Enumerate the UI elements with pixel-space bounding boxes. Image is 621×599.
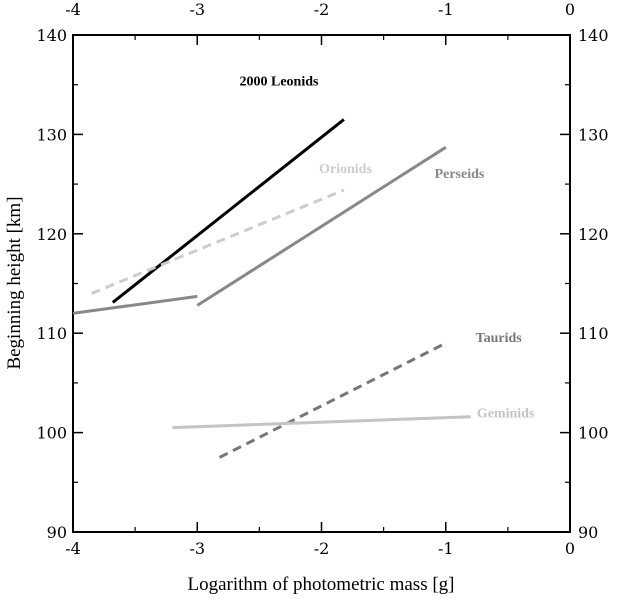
series-line-perseids — [196, 146, 447, 307]
y-tick-label-right: 100 — [578, 424, 609, 443]
x-tick-label-bottom: 0 — [565, 539, 575, 558]
x-tick-label-bottom: -4 — [65, 539, 81, 558]
series-label-2000-leonids: 2000 Leonids — [239, 75, 319, 90]
series-line-perseids — [72, 294, 198, 315]
series-lines — [72, 118, 471, 459]
series-line-2000-leonids — [111, 118, 345, 304]
x-tick-label-top: -2 — [314, 0, 330, 19]
y-tick-label-left: 100 — [36, 424, 67, 443]
series-label-orionids: Orionids — [319, 162, 372, 177]
x-tick-label-top: -4 — [65, 0, 81, 19]
y-tick-label-right: 90 — [578, 523, 598, 542]
y-tick-label-left: 90 — [47, 523, 67, 542]
x-axis-title: Logarithm of photometric mass [g] — [188, 574, 455, 595]
y-axis-title: Beginning height [km] — [4, 196, 25, 369]
x-tick-label-top: -3 — [189, 0, 205, 19]
series-labels: 2000 Leonids Orionids Perseids Taurids Gemin… — [239, 75, 534, 422]
y-tick-label-left: 140 — [36, 26, 67, 45]
x-tick-label-bottom: -2 — [314, 539, 330, 558]
y-tick-label-right: 110 — [578, 324, 609, 343]
y-tick-label-right: 140 — [578, 26, 609, 45]
series-label-taurids: Taurids — [476, 331, 523, 346]
y-tick-label-right: 120 — [578, 225, 609, 244]
y-tick-label-left: 120 — [36, 225, 67, 244]
x-tick-label-top: -1 — [438, 0, 454, 19]
series-line-geminids — [172, 415, 471, 430]
series-line-orionids — [91, 188, 345, 295]
plot-frame — [72, 34, 571, 533]
x-tick-label-bottom: -1 — [438, 539, 454, 558]
y-tick-label-right: 130 — [578, 125, 609, 144]
axis-ticks — [72, 34, 571, 533]
series-line-taurids — [218, 341, 447, 459]
x-tick-label-bottom: -3 — [189, 539, 205, 558]
y-tick-label-left: 110 — [36, 324, 67, 343]
series-label-perseids: Perseids — [435, 167, 485, 182]
y-tick-label-left: 130 — [36, 125, 67, 144]
x-tick-label-top: 0 — [565, 0, 575, 19]
series-label-geminids: Geminids — [477, 407, 535, 422]
